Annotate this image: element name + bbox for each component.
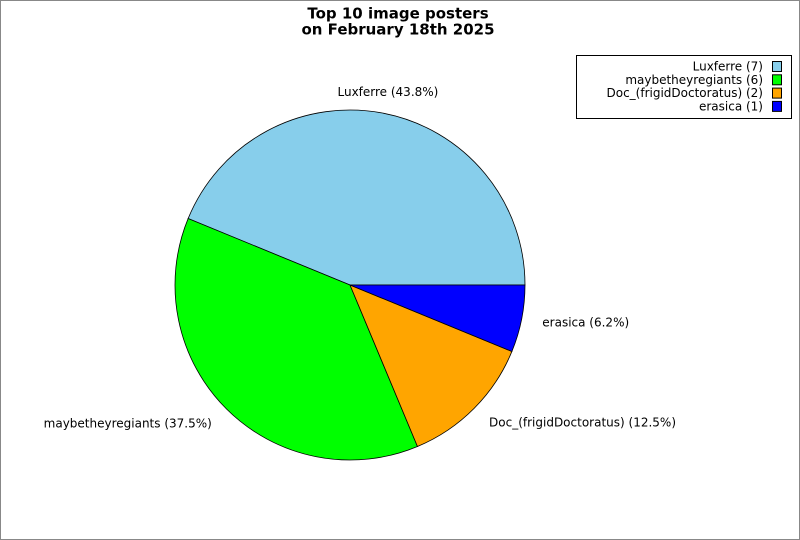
pie-slice [349,284,526,352]
legend-swatch [772,100,782,112]
slice-label: Luxferre (43.8%) [337,85,438,99]
pie-slice [187,109,526,286]
slice-label: maybetheyregiants (37.5%) [44,417,212,431]
legend-swatch [772,61,782,72]
legend-label: Doc_(frigidDoctoratus) (2) [607,86,764,100]
legend-label: Luxferre (7) [693,60,763,74]
legend-label: erasica (1) [699,99,763,113]
legend-swatch [772,87,782,99]
pie-slice [174,218,419,461]
chart-title: on February 18th 2025 [301,21,494,39]
slice-label: Doc_(frigidDoctoratus) (12.5%) [489,416,676,430]
legend-label: maybetheyregiants (6) [625,73,763,87]
slice-label: erasica (6.2%) [542,315,629,329]
legend-box [576,55,792,119]
chart-title: Top 10 image posters [307,5,488,23]
legend-swatch [772,74,782,86]
pie-slice [349,284,513,447]
